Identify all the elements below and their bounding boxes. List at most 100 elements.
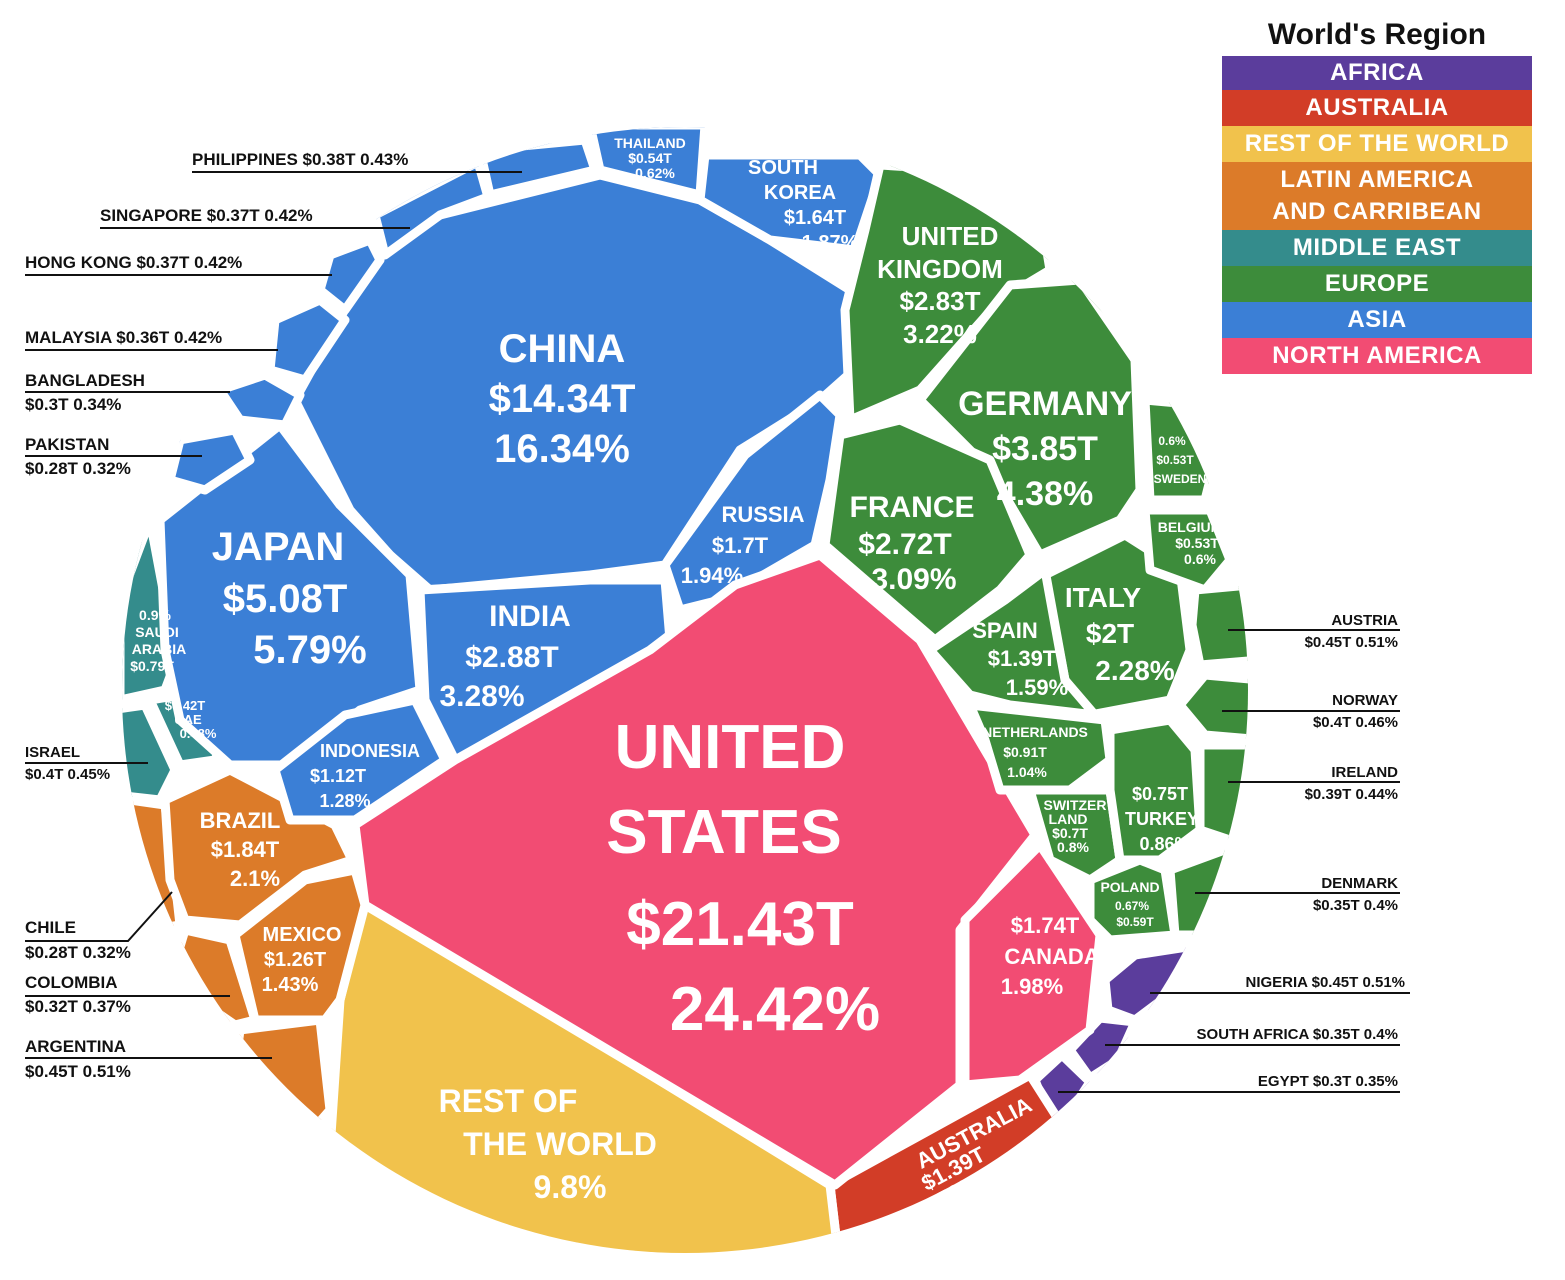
legend-items: AFRICA AUSTRALIA REST OF THE WORLD LATIN… bbox=[1222, 56, 1532, 374]
legend-title: World's Region bbox=[1267, 18, 1487, 51]
label-turkey-name: TURKEY bbox=[1125, 809, 1199, 829]
label-sweden-name: SWEDEN bbox=[1154, 472, 1207, 486]
label-italy-share: 2.28% bbox=[1095, 655, 1174, 686]
label-italy-value: $2T bbox=[1086, 618, 1134, 649]
label-skorea-value: $1.64T bbox=[784, 207, 846, 229]
label-thailand-value: $0.54T bbox=[628, 150, 672, 166]
legend-item-africa: AFRICA bbox=[1222, 56, 1532, 90]
label-netherlands-share: 1.04% bbox=[1007, 764, 1047, 780]
label-brazil-value: $1.84T bbox=[211, 837, 280, 862]
label-us-share: 24.42% bbox=[670, 975, 880, 1044]
label-france-name: FRANCE bbox=[850, 491, 975, 524]
cell-france bbox=[820, 415, 1035, 645]
cell-nigeria bbox=[1100, 940, 1205, 1025]
cell-brazil bbox=[160, 765, 357, 930]
label-france-share: 3.09% bbox=[871, 563, 956, 596]
label-canada-share: 1.98% bbox=[1001, 974, 1063, 999]
label-japan-name: JAPAN bbox=[212, 525, 345, 569]
ann-argentina-1: ARGENTINA bbox=[25, 1037, 126, 1056]
label-uk-share: 3.22% bbox=[903, 319, 977, 349]
ann-colombia-2: $0.32T 0.37% bbox=[25, 997, 131, 1016]
cell-pakistan bbox=[165, 425, 255, 495]
label-mexico-name: MEXICO bbox=[263, 924, 342, 946]
label-skorea-name-1: SOUTH bbox=[748, 157, 818, 179]
label-mexico-value: $1.26T bbox=[264, 949, 326, 971]
label-saudi-value: $0.79T bbox=[130, 658, 174, 674]
label-germany-value: $3.85T bbox=[992, 430, 1098, 468]
label-saudi-share: 0.9% bbox=[139, 607, 171, 623]
ann-chile-1: CHILE bbox=[25, 918, 76, 937]
label-rest-name-1: REST OF bbox=[439, 1083, 578, 1119]
label-saudi-name-2: ARABIA bbox=[132, 641, 186, 657]
label-china-share: 16.34% bbox=[494, 427, 630, 471]
ann-colombia-1: COLOMBIA bbox=[25, 973, 118, 992]
label-brazil-share: 2.1% bbox=[230, 866, 280, 891]
label-uk-name-1: UNITED bbox=[902, 221, 999, 251]
label-us-name-2: STATES bbox=[606, 798, 841, 867]
ann-egypt: EGYPT $0.3T 0.35% bbox=[1258, 1073, 1398, 1090]
label-uae-value: $0.42T bbox=[165, 698, 206, 713]
leader-lines bbox=[25, 171, 1410, 1093]
label-china-name: CHINA bbox=[499, 327, 626, 371]
label-russia-value: $1.7T bbox=[712, 533, 769, 558]
label-indonesia-value: $1.12T bbox=[310, 766, 366, 786]
label-brazil-name: BRAZIL bbox=[200, 808, 281, 833]
label-turkey-share: 0.86% bbox=[1139, 834, 1190, 854]
label-uae-share: 0.48% bbox=[180, 726, 217, 741]
cell-mexico bbox=[230, 865, 370, 1025]
cell-canada bbox=[960, 840, 1105, 1090]
label-thailand-share: 0.62% bbox=[635, 165, 675, 181]
label-indonesia-name: INDONESIA bbox=[320, 741, 420, 761]
ann-pakistan-1: PAKISTAN bbox=[25, 435, 109, 454]
label-spain-value: $1.39T bbox=[988, 646, 1057, 671]
cell-denmark bbox=[1165, 843, 1248, 940]
label-china-value: $14.34T bbox=[489, 377, 636, 421]
label-poland-value: $0.59T bbox=[1116, 915, 1154, 929]
ann-south-africa: SOUTH AFRICA $0.35T 0.4% bbox=[1197, 1026, 1398, 1043]
label-rest-name-2: THE WORLD bbox=[463, 1126, 657, 1162]
label-turkey-value: $0.75T bbox=[1132, 784, 1188, 804]
cell-austria bbox=[1187, 580, 1248, 670]
label-belgium-value: $0.53T bbox=[1175, 535, 1219, 551]
cell-turkey bbox=[1105, 715, 1205, 865]
ann-hongkong: HONG KONG $0.37T 0.42% bbox=[25, 253, 242, 272]
cell-belgium bbox=[1140, 505, 1235, 595]
ann-pakistan-2: $0.28T 0.32% bbox=[25, 459, 131, 478]
ann-chile-2: $0.28T 0.32% bbox=[25, 943, 131, 962]
label-germany-name: GERMANY bbox=[958, 385, 1132, 423]
ann-argentina-2: $0.45T 0.51% bbox=[25, 1062, 131, 1081]
ann-denmark-2: $0.35T 0.4% bbox=[1313, 897, 1398, 914]
cell-south-korea bbox=[695, 150, 885, 255]
label-germany-share: 4.38% bbox=[997, 475, 1093, 513]
cell-argentina bbox=[225, 1015, 335, 1155]
label-netherlands-name: NETHERLANDS bbox=[982, 724, 1088, 740]
ann-singapore: SINGAPORE $0.37T 0.42% bbox=[100, 206, 313, 225]
ann-norway-1: NORWAY bbox=[1332, 692, 1398, 709]
label-skorea-share: 1.87% bbox=[802, 232, 859, 254]
label-rest-share: 9.8% bbox=[534, 1169, 607, 1205]
ann-malaysia: MALAYSIA $0.36T 0.42% bbox=[25, 328, 222, 347]
label-russia-share: 1.94% bbox=[681, 563, 743, 588]
legend-item-asia: ASIA bbox=[1222, 302, 1532, 338]
label-italy-name: ITALY bbox=[1065, 582, 1142, 613]
label-canada-value: $1.74T bbox=[1011, 913, 1080, 938]
ann-austria-1: AUSTRIA bbox=[1331, 612, 1398, 629]
legend-item-middle-east: MIDDLE EAST bbox=[1222, 230, 1532, 266]
external-labels: PHILIPPINES $0.38T 0.43% SINGAPORE $0.37… bbox=[25, 150, 1405, 1090]
cell-spain bbox=[925, 565, 1100, 720]
label-france-value: $2.72T bbox=[858, 528, 951, 561]
ann-austria-2: $0.45T 0.51% bbox=[1305, 634, 1398, 651]
ann-israel-2: $0.4T 0.45% bbox=[25, 766, 110, 783]
cell-norway bbox=[1175, 670, 1248, 745]
ann-ireland-1: IRELAND bbox=[1331, 764, 1398, 781]
cell-indonesia bbox=[270, 695, 450, 825]
label-japan-value: $5.08T bbox=[223, 577, 348, 621]
label-skorea-name-2: KOREA bbox=[764, 182, 836, 204]
label-spain-share: 1.59% bbox=[1006, 675, 1068, 700]
legend-item-north-america: NORTH AMERICA bbox=[1222, 338, 1532, 374]
ann-norway-2: $0.4T 0.46% bbox=[1313, 714, 1398, 731]
label-sweden-share: 0.6% bbox=[1158, 434, 1186, 448]
cell-thailand bbox=[585, 127, 710, 200]
label-poland-share: 0.67% bbox=[1115, 899, 1149, 913]
